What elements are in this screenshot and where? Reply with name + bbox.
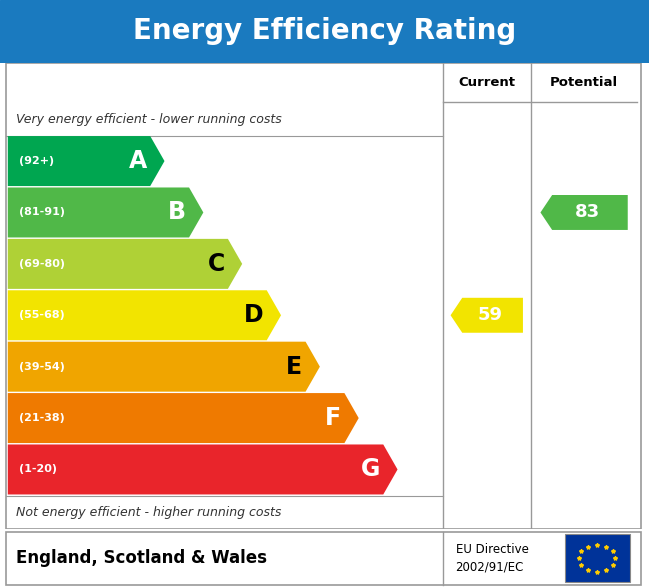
- Text: F: F: [325, 406, 341, 430]
- Polygon shape: [541, 195, 628, 230]
- Text: B: B: [168, 201, 186, 224]
- Text: 59: 59: [478, 306, 502, 324]
- Polygon shape: [8, 291, 281, 340]
- Text: Potential: Potential: [550, 76, 618, 89]
- Polygon shape: [8, 187, 203, 238]
- Text: (21-38): (21-38): [19, 413, 65, 423]
- Text: A: A: [129, 149, 147, 173]
- Text: (81-91): (81-91): [19, 207, 66, 217]
- Text: (69-80): (69-80): [19, 259, 66, 269]
- Polygon shape: [8, 342, 320, 392]
- Text: E: E: [286, 355, 302, 379]
- Polygon shape: [8, 239, 242, 289]
- Text: D: D: [244, 303, 263, 328]
- Text: England, Scotland & Wales: England, Scotland & Wales: [16, 549, 267, 567]
- Text: 83: 83: [575, 204, 600, 221]
- Text: (1-20): (1-20): [19, 464, 58, 474]
- Text: Very energy efficient - lower running costs: Very energy efficient - lower running co…: [16, 113, 282, 126]
- Text: (39-54): (39-54): [19, 362, 66, 372]
- Text: Not energy efficient - higher running costs: Not energy efficient - higher running co…: [16, 506, 282, 519]
- Bar: [565, 534, 630, 582]
- Text: G: G: [361, 457, 380, 481]
- Text: C: C: [208, 252, 225, 276]
- Polygon shape: [8, 444, 398, 494]
- Polygon shape: [450, 298, 523, 333]
- Text: (92+): (92+): [19, 156, 55, 166]
- Text: Current: Current: [458, 76, 515, 89]
- Text: Energy Efficiency Rating: Energy Efficiency Rating: [133, 18, 516, 45]
- Text: EU Directive
2002/91/EC: EU Directive 2002/91/EC: [456, 543, 528, 573]
- Polygon shape: [8, 393, 359, 443]
- Polygon shape: [8, 136, 164, 186]
- Text: (55-68): (55-68): [19, 311, 65, 321]
